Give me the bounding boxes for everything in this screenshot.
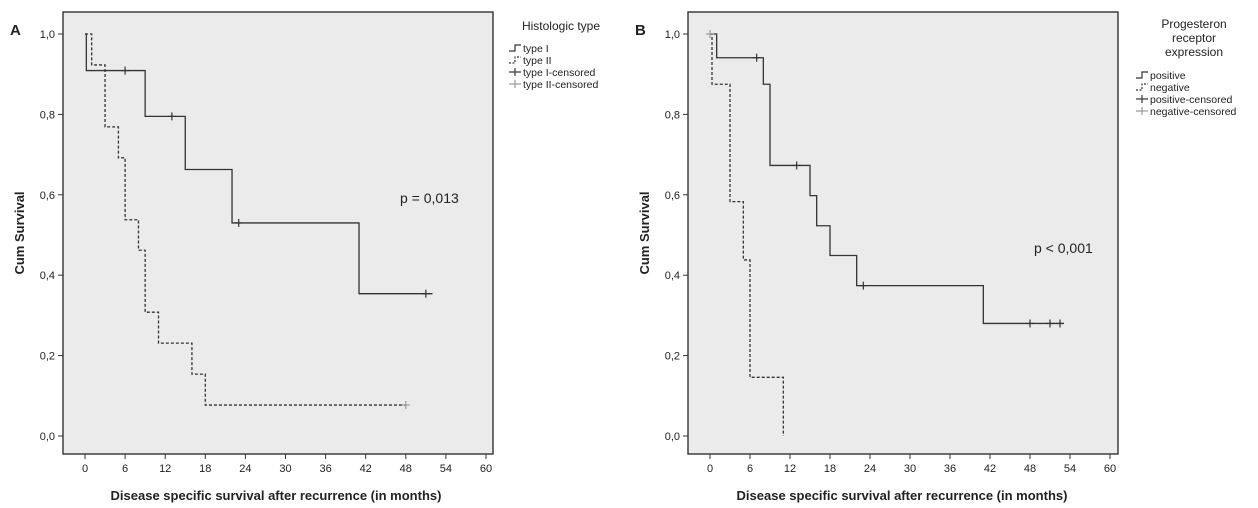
censor-mark-positive-5 xyxy=(1056,319,1064,328)
x-tick-label-4: 24 xyxy=(864,463,876,475)
series-line-type I xyxy=(85,33,433,295)
plot-area xyxy=(687,11,1119,455)
p-value-annotation: p < 0,001 xyxy=(1034,240,1093,256)
legend-label-0: positive xyxy=(1150,70,1186,82)
x-tick-label-0: 0 xyxy=(707,463,713,475)
x-tick-label-7: 42 xyxy=(984,463,996,475)
censor-mark-positive-4 xyxy=(1046,319,1054,328)
x-tick-label-8: 48 xyxy=(1024,463,1036,475)
censor-mark-positive-3 xyxy=(1026,319,1034,328)
x-tick-label-5: 30 xyxy=(279,463,291,475)
censor-mark-positive-0 xyxy=(752,53,761,62)
legend-swatch-0 xyxy=(509,44,521,52)
legend-swatch-1 xyxy=(1136,83,1148,91)
panel-label: A xyxy=(10,22,21,39)
x-axis-title: Disease specific survival after recurren… xyxy=(737,488,1068,503)
x-tick-label-7: 42 xyxy=(360,463,372,475)
legend-label-1: type II xyxy=(523,55,552,67)
x-tick-label-6: 36 xyxy=(944,463,956,475)
censor-mark-type I-3 xyxy=(421,289,430,298)
legend-title-1: receptor xyxy=(1172,31,1216,45)
series-line-type II xyxy=(85,33,406,406)
legend-title-0: Histologic type xyxy=(522,19,600,33)
legend-swatch-1 xyxy=(509,56,521,64)
x-tick-label-6: 36 xyxy=(319,463,331,475)
x-tick-label-2: 12 xyxy=(159,463,171,475)
censor-mark-type I-0 xyxy=(121,66,130,75)
series-line-negative xyxy=(710,33,784,436)
panel-label: B xyxy=(635,22,646,39)
x-tick-label-3: 18 xyxy=(824,463,836,475)
legend-label-3: negative-censored xyxy=(1150,106,1237,118)
panel-A: A 0 6 12 18 24 30 36 42 48 54 60 0,0 0,2 0,4 0,6 0,8 1,0 D… xyxy=(10,11,600,503)
censor-mark-type II-0 xyxy=(401,401,410,410)
x-tick-label-9: 54 xyxy=(1064,463,1076,475)
p-value-annotation: p = 0,013 xyxy=(400,190,459,206)
censor-mark-type I-1 xyxy=(167,112,176,121)
legend: Progesteronreceptorexpressionpositiveneg… xyxy=(1136,17,1237,118)
x-tick-label-2: 12 xyxy=(784,463,796,475)
legend-label-0: type I xyxy=(523,43,549,55)
x-tick-label-1: 6 xyxy=(747,463,753,475)
x-tick-label-3: 18 xyxy=(199,463,211,475)
x-tick-label-8: 48 xyxy=(400,463,412,475)
legend-label-3: type II-censored xyxy=(523,79,598,91)
legend-title-2: expression xyxy=(1165,45,1223,59)
x-tick-label-4: 24 xyxy=(239,463,251,475)
y-tick-label-3: 0,6 xyxy=(40,190,55,202)
y-tick-label-1: 0,2 xyxy=(665,351,680,363)
legend-label-2: type I-censored xyxy=(523,67,596,79)
censor-mark-positive-1 xyxy=(792,161,801,170)
y-axis-title: Cum Survival xyxy=(637,191,652,274)
y-tick-label-0: 0,0 xyxy=(40,431,55,443)
y-tick-label-4: 0,8 xyxy=(665,109,680,121)
plot-area xyxy=(62,11,494,455)
legend-swatch-0 xyxy=(1136,71,1148,79)
legend-label-2: positive-censored xyxy=(1150,94,1232,106)
x-axis-title: Disease specific survival after recurren… xyxy=(111,488,442,503)
y-axis-title: Cum Survival xyxy=(12,191,27,274)
x-tick-label-0: 0 xyxy=(82,463,88,475)
y-tick-label-2: 0,4 xyxy=(40,270,55,282)
censor-mark-positive-2 xyxy=(859,281,868,290)
y-tick-label-0: 0,0 xyxy=(665,431,680,443)
x-tick-label-5: 30 xyxy=(904,463,916,475)
y-tick-label-5: 1,0 xyxy=(40,29,55,41)
y-tick-label-4: 0,8 xyxy=(40,109,55,121)
x-tick-label-10: 60 xyxy=(1104,463,1116,475)
legend-title-0: Progesteron xyxy=(1161,17,1226,31)
x-tick-label-9: 54 xyxy=(440,463,452,475)
y-tick-label-3: 0,6 xyxy=(665,190,680,202)
y-tick-label-1: 0,2 xyxy=(40,351,55,363)
censor-mark-negative-0 xyxy=(706,30,714,38)
y-tick-label-5: 1,0 xyxy=(665,29,680,41)
legend-label-1: negative xyxy=(1150,82,1190,94)
x-tick-label-1: 6 xyxy=(122,463,128,475)
x-tick-label-10: 60 xyxy=(480,463,492,475)
panel-B: B 0 6 12 18 24 30 36 42 48 54 60 0,0 0,2 0,4 0,6 0,8 1,0 D… xyxy=(635,11,1237,503)
y-tick-label-2: 0,4 xyxy=(665,270,680,282)
censor-mark-type I-2 xyxy=(234,218,243,227)
